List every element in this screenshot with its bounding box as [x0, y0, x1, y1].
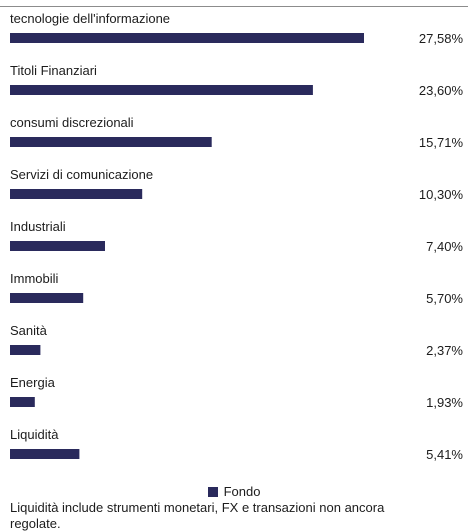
bar: [10, 241, 105, 251]
bar: [10, 293, 84, 303]
bar: [10, 397, 35, 407]
category-label: consumi discrezionali: [10, 115, 134, 130]
legend-label: Fondo: [223, 484, 261, 499]
value-label: 1,93%: [426, 395, 463, 410]
bar: [10, 33, 364, 43]
bar: [10, 449, 80, 459]
category-label: Energia: [10, 375, 56, 390]
bar: [10, 137, 212, 147]
category-label: tecnologie dell'informazione: [10, 11, 170, 26]
value-label: 5,41%: [426, 447, 463, 462]
value-label: 5,70%: [426, 291, 463, 306]
category-label: Servizi di comunicazione: [10, 167, 153, 182]
legend: Fondo: [0, 484, 468, 500]
top-rule: [0, 6, 468, 7]
value-label: 23,60%: [419, 83, 464, 98]
value-label: 15,71%: [419, 135, 464, 150]
category-label: Industriali: [10, 219, 66, 234]
bar: [10, 345, 41, 355]
bar: [10, 85, 313, 95]
category-label: Liquidità: [10, 427, 59, 442]
footnote: Liquidità include strumenti monetari, FX…: [10, 500, 385, 531]
category-label: Immobili: [10, 271, 59, 286]
bar-chart: tecnologie dell'informazione 27,58% Titoli…: [10, 11, 464, 462]
value-label: 2,37%: [426, 343, 463, 358]
category-label: Sanità: [10, 323, 48, 338]
value-label: 27,58%: [419, 31, 464, 46]
bar: [10, 189, 143, 199]
legend-swatch: [207, 487, 218, 497]
category-label: Titoli Finanziari: [10, 63, 97, 78]
value-label: 10,30%: [419, 187, 464, 202]
value-label: 7,40%: [426, 239, 463, 254]
